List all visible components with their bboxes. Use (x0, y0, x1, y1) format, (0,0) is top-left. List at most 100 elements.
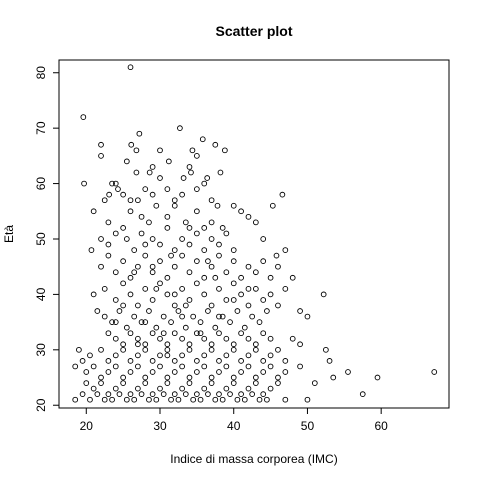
data-point (84, 370, 89, 375)
data-point (150, 264, 155, 269)
data-point (95, 392, 100, 397)
data-point (169, 397, 174, 402)
data-point (128, 65, 133, 70)
data-point (134, 170, 139, 175)
data-point (161, 331, 166, 336)
data-point (239, 392, 244, 397)
data-point (209, 220, 214, 225)
data-point (99, 142, 104, 147)
data-point (158, 353, 163, 358)
x-tick-label: 20 (80, 419, 94, 433)
data-point (132, 397, 137, 402)
data-point (231, 259, 236, 264)
data-point (187, 270, 192, 275)
data-point (331, 375, 336, 380)
data-point (172, 392, 177, 397)
y-tick-label: 80 (34, 66, 48, 80)
data-point (224, 386, 229, 391)
data-point (128, 358, 133, 363)
data-point (134, 148, 139, 153)
data-point (242, 325, 247, 330)
chart-title: Scatter plot (215, 23, 292, 39)
data-point (239, 331, 244, 336)
data-point (91, 209, 96, 214)
data-point (246, 286, 251, 291)
data-point (276, 375, 281, 380)
data-point (121, 226, 126, 231)
data-point (209, 264, 214, 269)
data-point (218, 170, 223, 175)
data-point (250, 392, 255, 397)
data-point (150, 270, 155, 275)
data-point (113, 364, 118, 369)
y-tick-label: 70 (34, 121, 48, 135)
data-point (150, 165, 155, 170)
data-point (209, 381, 214, 386)
data-point (73, 397, 78, 402)
data-point (73, 364, 78, 369)
data-point (231, 281, 236, 286)
data-point (274, 253, 279, 258)
data-point (298, 309, 303, 314)
data-point (222, 148, 227, 153)
data-point (99, 153, 104, 158)
data-point (217, 242, 222, 247)
data-point (128, 198, 133, 203)
y-tick-label: 30 (34, 343, 48, 357)
data-point (290, 336, 295, 341)
data-point (99, 347, 104, 352)
data-point (321, 292, 326, 297)
data-point (124, 159, 129, 164)
data-point (298, 342, 303, 347)
data-point (265, 309, 270, 314)
data-point (150, 392, 155, 397)
data-point (187, 375, 192, 380)
data-point (217, 253, 222, 258)
data-point (154, 203, 159, 208)
data-point (150, 298, 155, 303)
x-tick-label: 50 (301, 419, 315, 433)
data-point (327, 358, 332, 363)
data-point (132, 248, 137, 253)
data-point (268, 386, 273, 391)
data-point (150, 331, 155, 336)
data-point (143, 253, 148, 258)
data-point (147, 397, 152, 402)
data-point (261, 331, 266, 336)
data-point (143, 381, 148, 386)
data-point (84, 381, 89, 386)
data-point (102, 198, 107, 203)
data-point (154, 325, 159, 330)
data-point (283, 358, 288, 363)
data-point (129, 142, 134, 147)
data-point (169, 320, 174, 325)
data-point (172, 203, 177, 208)
data-point (224, 270, 229, 275)
data-point (180, 192, 185, 197)
data-point (124, 325, 129, 330)
data-point (187, 298, 192, 303)
data-point (268, 292, 273, 297)
data-point (276, 264, 281, 269)
data-point (172, 303, 177, 308)
data-point (257, 320, 262, 325)
data-point (261, 298, 266, 303)
data-point (128, 275, 133, 280)
data-point (158, 259, 163, 264)
data-point (99, 237, 104, 242)
data-point (261, 237, 266, 242)
data-point (305, 314, 310, 319)
data-point (194, 153, 199, 158)
data-point (268, 336, 273, 341)
data-point (124, 397, 129, 402)
data-points (73, 65, 437, 402)
data-point (253, 347, 258, 352)
data-point (206, 259, 211, 264)
data-point (246, 386, 251, 391)
data-point (224, 231, 229, 236)
data-point (183, 303, 188, 308)
data-point (165, 353, 170, 358)
data-point (253, 286, 258, 291)
data-point (213, 275, 218, 280)
data-point (217, 392, 222, 397)
